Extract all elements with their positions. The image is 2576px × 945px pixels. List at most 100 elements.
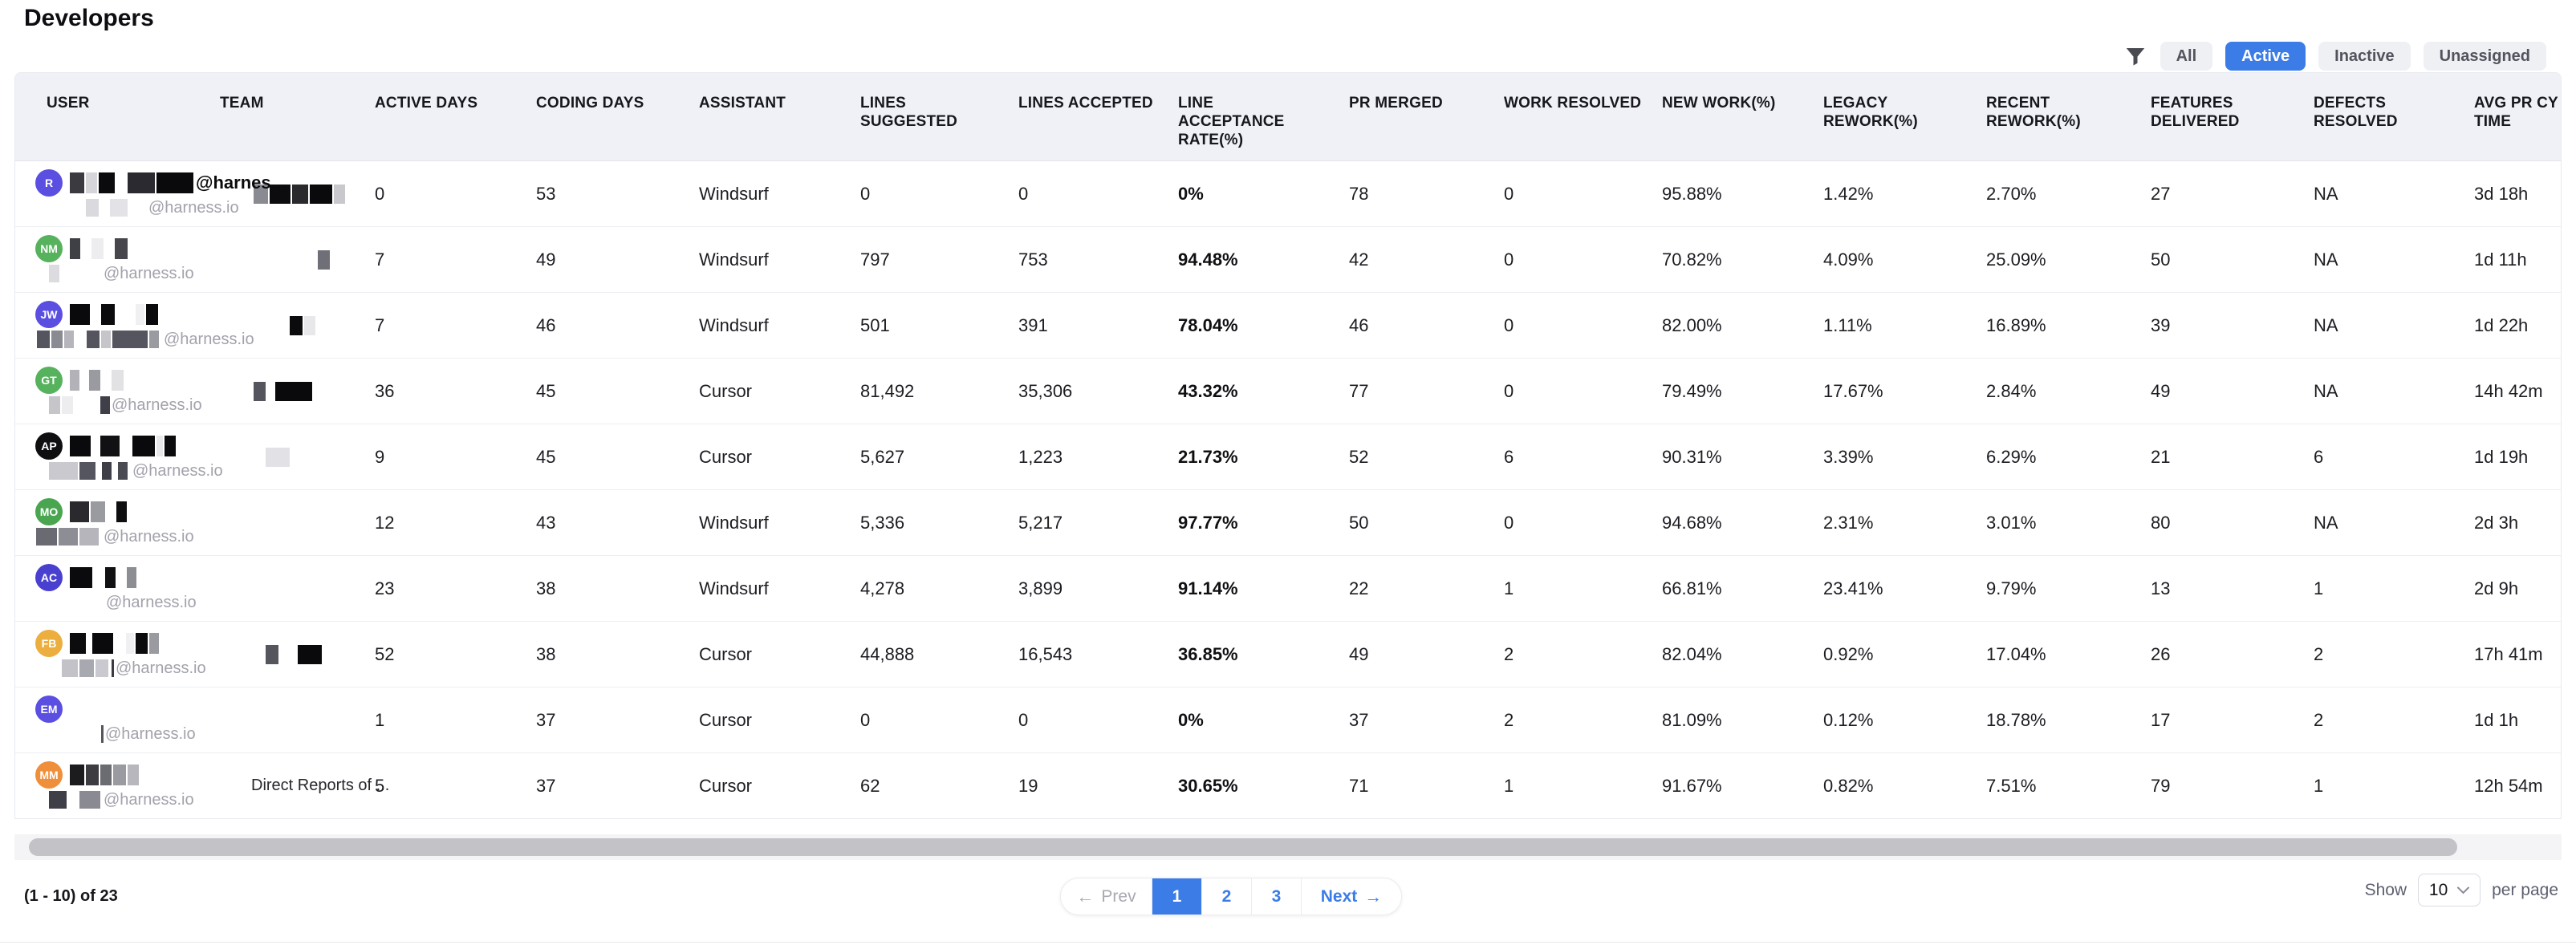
cell-assistant: Windsurf: [699, 314, 769, 335]
cell-lines-suggested: 5,627: [860, 446, 905, 467]
filter-icon[interactable]: [2123, 44, 2147, 68]
cell-recent-rework: 16.89%: [1986, 314, 2046, 335]
table-row[interactable]: R @harnes... @harness.io 0 53 Windsurf 0…: [15, 161, 2561, 227]
user-cell: NM @harness.io: [15, 227, 220, 292]
cell-pr-merged: 37: [1349, 709, 1369, 730]
cell-coding-days: 45: [536, 446, 556, 467]
table-row[interactable]: MM @harness.io Direct Reports of ... 5 3…: [15, 753, 2561, 818]
cell-work-resolved: 2: [1504, 643, 1514, 664]
cell-new-work: 94.68%: [1662, 512, 1722, 533]
chevron-down-icon: [2457, 886, 2470, 894]
user-email-line: @harness.io: [86, 198, 239, 217]
team-cell: [220, 490, 375, 555]
cell-new-work: 70.82%: [1662, 249, 1722, 270]
page-button-2[interactable]: 2: [1201, 878, 1251, 915]
cell-lines-suggested: 81,492: [860, 380, 915, 401]
avatar: AP: [35, 432, 63, 460]
avatar: GT: [35, 367, 63, 394]
cell-legacy-rework: 0.12%: [1823, 709, 1874, 730]
cell-recent-rework: 6.29%: [1986, 446, 2037, 467]
cell-lines-accepted: 19: [1018, 775, 1038, 796]
cell-assistant: Cursor: [699, 643, 753, 664]
page-button-3[interactable]: 3: [1251, 878, 1301, 915]
redacted-team: [251, 447, 290, 467]
table-row[interactable]: AC @harness.io 23 38 Windsurf 4,278 3,89…: [15, 556, 2561, 622]
table-row[interactable]: FB @harness.io 52 38 Cursor 44,888 16,54…: [15, 622, 2561, 687]
table-row[interactable]: JW @harness.io 7 46 Windsurf 501 391 78.…: [15, 293, 2561, 359]
cell-work-resolved: 2: [1504, 709, 1514, 730]
cell-work-resolved: 6: [1504, 446, 1514, 467]
user-email: @harness.io: [104, 527, 194, 546]
table-row[interactable]: GT @harness.io 36 45 Cursor 81,492 35,30…: [15, 359, 2561, 424]
column-header: FEATURES DELIVERED: [2151, 95, 2240, 130]
per-page-label: per page: [2492, 880, 2558, 899]
next-page-button[interactable]: Next →: [1301, 878, 1401, 915]
user-email: @harness.io: [104, 790, 194, 809]
cell-active-days: 52: [375, 643, 395, 664]
redacted-team: [251, 381, 312, 401]
column-header: AVG PR CY TIME: [2474, 95, 2558, 130]
avatar: R: [35, 169, 63, 197]
cell-legacy-rework: 0.92%: [1823, 643, 1874, 664]
cell-active-days: 23: [375, 578, 395, 598]
user-email-line: @harness.io: [106, 593, 197, 612]
table-row[interactable]: AP @harness.io 9 45 Cursor 5,627 1,223 2…: [15, 424, 2561, 490]
cell-avg-pr-cycle-time: 2d 3h: [2474, 512, 2519, 533]
cell-avg-pr-cycle-time: 12h 54m: [2474, 775, 2543, 796]
table-row[interactable]: NM @harness.io 7 49 Windsurf 797 753 94.…: [15, 227, 2561, 293]
user-email-line: @harness.io: [49, 395, 202, 415]
cell-new-work: 82.00%: [1662, 314, 1722, 335]
cell-pr-merged: 49: [1349, 643, 1369, 664]
redacted-email: [36, 528, 99, 546]
user-email-line: @harness.io: [49, 790, 194, 809]
cell-avg-pr-cycle-time: 2d 9h: [2474, 578, 2519, 598]
cell-assistant: Cursor: [699, 775, 753, 796]
cell-coding-days: 53: [536, 183, 556, 204]
cell-defects-resolved: 1: [2314, 775, 2324, 796]
table-body: R @harnes... @harness.io 0 53 Windsurf 0…: [15, 161, 2561, 818]
cell-lines-accepted: 3,899: [1018, 578, 1063, 598]
prev-page-button[interactable]: ← Prev: [1076, 886, 1136, 906]
user-name-line: MM: [35, 761, 141, 789]
cell-recent-rework: 7.51%: [1986, 775, 2037, 796]
table-row[interactable]: EM @harness.io 1 37 Cursor 0 0 0% 37 2 8…: [15, 687, 2561, 753]
page-button-1[interactable]: 1: [1152, 878, 1201, 915]
cell-pr-merged: 46: [1349, 314, 1369, 335]
cell-coding-days: 46: [536, 314, 556, 335]
cell-recent-rework: 2.84%: [1986, 380, 2037, 401]
user-name-line: EM: [35, 696, 72, 723]
page-size-select[interactable]: 10: [2418, 874, 2481, 906]
cell-legacy-rework: 1.42%: [1823, 183, 1874, 204]
redacted-email: [62, 659, 114, 677]
table-row[interactable]: MO @harness.io 12 43 Windsurf 5,336 5,21…: [15, 490, 2561, 556]
redacted-name: [70, 765, 139, 785]
column-header: DEFECTS RESOLVED: [2314, 95, 2398, 130]
horizontal-scrollbar-thumb[interactable]: [29, 838, 2457, 856]
filter-inactive-button[interactable]: Inactive: [2318, 42, 2411, 71]
column-header: CODING DAYS: [536, 95, 644, 112]
team-cell: Direct Reports of ...: [220, 753, 389, 818]
user-cell: EM @harness.io: [15, 687, 220, 752]
cell-coding-days: 37: [536, 709, 556, 730]
filter-active-button[interactable]: Active: [2225, 42, 2306, 71]
arrow-left-icon: ←: [1076, 886, 1095, 906]
horizontal-scrollbar-track[interactable]: [14, 834, 2562, 860]
table-header-row: USER TEAM ACTIVE DAYS CODING DAYS ASSISTANT L…: [15, 73, 2561, 161]
cell-line-acceptance-rate: 36.85%: [1178, 643, 1238, 664]
cell-features-delivered: 21: [2151, 446, 2171, 467]
filter-unassigned-button[interactable]: Unassigned: [2423, 42, 2546, 71]
cell-defects-resolved: 6: [2314, 446, 2324, 467]
cell-lines-suggested: 5,336: [860, 512, 905, 533]
cell-defects-resolved: 1: [2314, 578, 2324, 598]
cell-features-delivered: 80: [2151, 512, 2171, 533]
cell-line-acceptance-rate: 0%: [1178, 183, 1204, 204]
cell-defects-resolved: 2: [2314, 709, 2324, 730]
filter-all-button[interactable]: All: [2160, 42, 2213, 71]
cell-new-work: 79.49%: [1662, 380, 1722, 401]
avatar: FB: [35, 630, 63, 657]
column-header: ACTIVE DAYS: [375, 95, 478, 112]
user-cell: AC @harness.io: [15, 556, 220, 621]
cell-active-days: 5: [375, 775, 385, 796]
cell-work-resolved: 1: [1504, 578, 1514, 598]
arrow-right-icon: →: [1364, 886, 1383, 906]
